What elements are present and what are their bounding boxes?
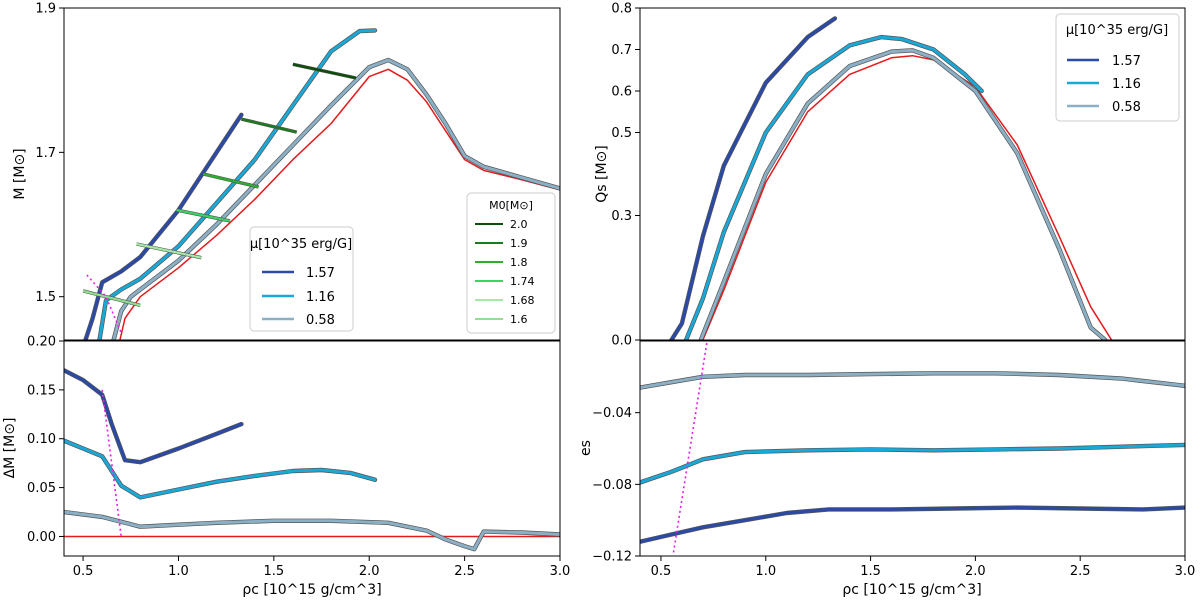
mass-mu-legend-label-3: 0.58 xyxy=(306,313,335,328)
delta-mass-y-tick-label: 0.10 xyxy=(27,432,56,447)
m0-legend-label-2: 1.9 xyxy=(510,237,528,250)
mass-m0-legend-title: M0[M⊙] xyxy=(489,199,533,212)
mass-mu-legend-label-1: 1.57 xyxy=(306,266,335,281)
ellipticity-series-1.16 xyxy=(640,443,1185,484)
quadrupole-mu-legend-label-2: 1.16 xyxy=(1112,77,1141,92)
quadrupole-series-μ=0 xyxy=(702,54,1113,340)
panel-quadrupole: 0.0 0.3 0.5 0.6 0.7 0.8 Qs [M⊙] μ[10^35 erg/G… xyxy=(594,2,1186,349)
mass-m0-legend-box xyxy=(466,192,556,334)
quadrupole-mu-legend-title: μ[10^35 erg/G] xyxy=(1066,23,1168,38)
quadrupole-y-axis-label: Qs [M⊙] xyxy=(594,145,610,203)
ellipticity-axes-frame xyxy=(639,340,1186,557)
delta-mass-y-tick-label: 0.00 xyxy=(27,530,56,545)
mass-mu-legend-label-2: 1.16 xyxy=(306,290,335,305)
m0-segment-1.9 xyxy=(241,118,297,134)
mass-y-tick-label: 1.5 xyxy=(35,290,56,305)
m0-segment-1.8 xyxy=(203,172,259,189)
quadrupole-y-tick-label: 0.6 xyxy=(611,85,632,100)
quadrupole-mu-legend-box xyxy=(1055,13,1180,122)
delta-mass-x-tick-label: 2.5 xyxy=(454,564,475,579)
delta-mass-series-0.58 xyxy=(64,510,560,551)
mass-mu-legend: μ[10^35 erg/G] 1.57 1.16 0.58 xyxy=(249,226,354,332)
delta-mass-x-tick-label: 0.5 xyxy=(73,564,94,579)
ellipticity-x-tick-label: 1.0 xyxy=(755,564,776,579)
quadrupole-mu-legend-label-3: 0.58 xyxy=(1112,100,1141,115)
delta-mass-x-tick-label: 3.0 xyxy=(550,564,571,579)
quadrupole-y-tick-label: 0.7 xyxy=(611,43,632,58)
mass-mu-legend-title: μ[10^35 erg/G] xyxy=(250,237,352,252)
quadrupole-series-0.58 xyxy=(699,48,1107,340)
quadrupole-y-tick-label: 0.5 xyxy=(611,126,632,141)
m0-segment-1.74 xyxy=(176,209,231,222)
panel-delta-mass: 0.000.050.100.150.20 0.5 1.0 1.5 2.0 2.5 3.0 … xyxy=(2,335,570,599)
m0-legend-label-3: 1.8 xyxy=(510,256,528,269)
panel-mass: 1.5 1.7 1.9 M [M⊙] μ[10^35 erg/G] 1.57 1.1… xyxy=(12,2,561,341)
delta-mass-x-tick-label: 1.0 xyxy=(168,564,189,579)
ellipticity-x-tick-label: 2.5 xyxy=(1070,564,1091,579)
ellipticity-y-ticks: −0.12 −0.08 −0.04 xyxy=(592,406,640,565)
quadrupole-mu-legend: μ[10^35 erg/G] 1.57 1.16 0.58 xyxy=(1055,13,1180,122)
mass-series-1.57 xyxy=(83,113,243,340)
quadrupole-y-ticks: 0.0 0.3 0.5 0.6 0.7 0.8 xyxy=(611,2,640,349)
mass-series-0.58 xyxy=(112,58,560,340)
quadrupole-plot-area xyxy=(669,16,1113,340)
ellipticity-y-axis-label: es xyxy=(578,440,594,456)
quadrupole-series-1.16 xyxy=(684,35,984,340)
quadrupole-series-outline-1.57 xyxy=(669,16,838,340)
delta-mass-axes-frame xyxy=(63,340,561,557)
quadrupole-y-tick-label: 0.0 xyxy=(611,334,632,349)
mass-plot-area xyxy=(82,28,560,340)
m0-legend-label-4: 1.74 xyxy=(510,275,535,288)
ellipticity-y-tick-label: −0.08 xyxy=(592,478,632,493)
delta-mass-x-tick-label: 2.0 xyxy=(359,564,380,579)
mass-y-tick-label: 1.9 xyxy=(35,2,56,17)
delta-mass-y-ticks: 0.00 0.05 0.10 0.15 0.20 xyxy=(27,335,64,545)
m0-segment-1.68 xyxy=(136,242,202,259)
ellipticity-plot-area xyxy=(640,341,1185,553)
quadrupole-series-1.57 xyxy=(669,16,837,340)
m0-segment-2.0 xyxy=(292,63,357,80)
m0-legend-label-5: 1.68 xyxy=(510,294,535,307)
mass-series-1.16 xyxy=(97,28,377,340)
ellipticity-y-tick-label: −0.04 xyxy=(592,406,632,421)
quadrupole-y-tick-label: 0.8 xyxy=(611,2,632,17)
ellipticity-x-tick-label: 1.5 xyxy=(860,564,881,579)
ellipticity-x-ticks: 0.5 1.0 1.5 2.0 2.5 3.0 xyxy=(651,556,1196,579)
delta-mass-series-1.57 xyxy=(64,368,243,464)
panel-ellipticity: −0.12 −0.08 −0.04 0.5 1.0 1.5 2.0 2.5 3.0 es ρc… xyxy=(578,340,1196,598)
ellipticity-x-tick-label: 2.0 xyxy=(965,564,986,579)
delta-mass-series-1.16 xyxy=(64,439,377,499)
delta-mass-plot-area xyxy=(64,368,560,552)
mass-y-ticks: 1.5 1.7 1.9 xyxy=(35,2,64,305)
ellipticity-magenta-dotted-line xyxy=(672,341,708,553)
quadrupole-y-tick-label: 0.3 xyxy=(611,209,632,224)
right-x-axis-label: ρc [10^15 g/cm^3] xyxy=(842,582,981,598)
delta-mass-x-ticks: 0.5 1.0 1.5 2.0 2.5 3.0 xyxy=(73,556,571,579)
ellipticity-series-1.57 xyxy=(640,506,1185,544)
m0-legend-label-1: 2.0 xyxy=(510,218,528,231)
ellipticity-x-tick-label: 3.0 xyxy=(1175,564,1196,579)
quadrupole-mu-legend-label-1: 1.57 xyxy=(1112,54,1141,69)
ellipticity-y-tick-label: −0.12 xyxy=(592,550,632,565)
delta-mass-y-axis-label: ΔM [M⊙] xyxy=(2,418,18,479)
delta-mass-y-tick-label: 0.20 xyxy=(27,335,56,350)
mass-y-tick-label: 1.7 xyxy=(35,146,56,161)
m0-segment-1.6 xyxy=(82,289,141,307)
mass-mu-legend-box xyxy=(249,226,354,332)
ellipticity-series-0.58 xyxy=(640,371,1185,390)
mass-axes-frame xyxy=(63,7,561,341)
mass-m0-legend: M0[M⊙] 2.0 1.9 1.8 1.74 1.68 1.6 xyxy=(466,192,556,334)
delta-mass-y-tick-label: 0.15 xyxy=(27,383,56,398)
m0-legend-label-6: 1.6 xyxy=(510,313,528,326)
delta-mass-x-tick-label: 1.5 xyxy=(264,564,285,579)
mass-y-axis-label: M [M⊙] xyxy=(12,148,28,199)
mass-series-μ=0 xyxy=(119,68,560,340)
delta-mass-y-tick-label: 0.05 xyxy=(27,481,56,496)
left-x-axis-label: ρc [10^15 g/cm^3] xyxy=(242,582,381,598)
mass-magenta-dotted-line xyxy=(86,274,122,334)
quadrupole-axes-frame xyxy=(639,7,1186,341)
ellipticity-x-tick-label: 0.5 xyxy=(651,564,672,579)
